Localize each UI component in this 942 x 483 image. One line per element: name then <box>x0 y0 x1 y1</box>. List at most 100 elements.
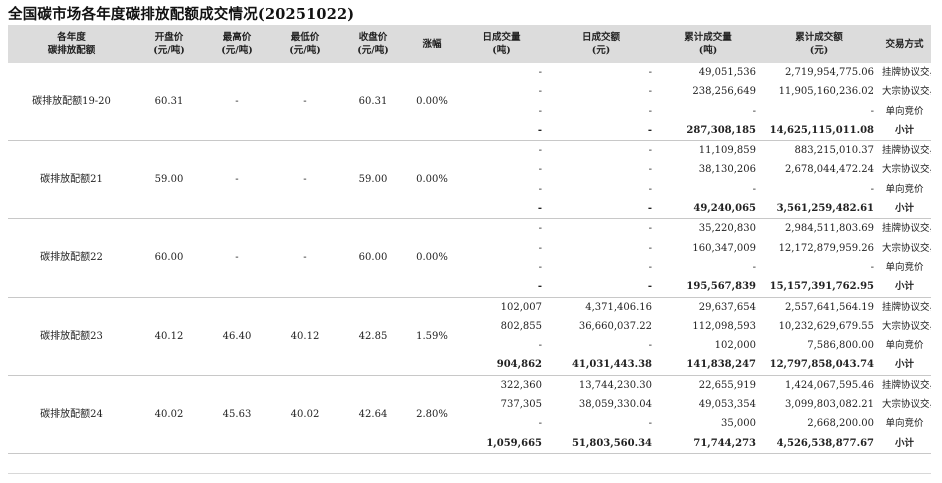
col-header-cumulative-volume: 累计成交量 (吨) <box>656 25 760 63</box>
low-price-cell: - <box>271 63 339 142</box>
trade-method-cell: 单向竞价 <box>885 418 924 430</box>
trade-method-cell: 单向竞价 <box>885 261 924 273</box>
cumulative-volume-cell: 238,256,649 <box>692 86 756 98</box>
cumulative-volume-cell: 35,220,830 <box>698 223 756 235</box>
subtotal-row: - -195,567,839 15,157,391,762.95 小计 <box>8 277 931 298</box>
daily-volume-cell: - <box>538 183 542 195</box>
daily-volume-cell: - <box>538 86 542 98</box>
trade-method-cell: 小计 <box>878 433 931 454</box>
header-line: 最低价 <box>290 32 320 43</box>
header-line: (元/吨) <box>153 45 185 56</box>
header-line: (吨) <box>492 45 511 56</box>
daily-amount-cell: 51,803,560.34 <box>546 433 656 454</box>
daily-amount-cell: - <box>648 418 652 430</box>
col-header-low-price: 最低价 (元/吨) <box>271 25 339 63</box>
cumulative-amount-cell: 12,797,858,043.74 <box>760 355 878 376</box>
close-price-cell: 42.64 <box>339 375 407 454</box>
allowance-name-cell: 碳排放配额21 <box>8 140 135 220</box>
cumulative-amount-cell: 14,625,115,011.08 <box>760 120 878 142</box>
allowance-group: 碳排放配额22 60.00- -60.00 0.00% - -35,220,830 2,98… <box>8 218 931 298</box>
cumulative-amount-cell: 12,172,879,959.26 <box>778 242 874 254</box>
header-line: 开盘价 <box>154 32 184 43</box>
header-line: 各年度 <box>57 32 86 43</box>
change-cell: 1.59% <box>407 297 457 376</box>
open-price-cell: 60.31 <box>135 63 203 142</box>
cumulative-amount-cell: 3,561,259,482.61 <box>760 199 878 220</box>
close-price-cell: 42.85 <box>339 297 407 376</box>
cumulative-amount-cell: 10,232,629,679.55 <box>778 320 874 332</box>
change-cell: 2.80% <box>407 375 457 454</box>
table-row: - - - - 单向竞价 <box>8 102 931 121</box>
col-header-close-price: 收盘价 (元/吨) <box>339 25 407 63</box>
allowance-group: 碳排放配额23 40.12 46.40 40.12 42.85 1.59% 102,007 4… <box>8 297 931 376</box>
header-line: 碳排放配额 <box>47 45 96 56</box>
cumulative-amount-cell: 3,099,803,082.21 <box>784 399 874 411</box>
subtotal-row: 904,862 41,031,443.38 141,838,247 12,797,85… <box>8 355 931 376</box>
cumulative-amount-cell: 7,586,800.00 <box>807 340 874 352</box>
daily-volume-cell: - <box>457 199 546 220</box>
trade-method-cell: 挂牌协议交易 <box>882 67 931 78</box>
daily-volume-cell: - <box>538 418 542 430</box>
header-line: 涨幅 <box>422 38 442 50</box>
cumulative-volume-cell: 195,567,839 <box>656 277 760 298</box>
table-row: 碳排放配额21 59.00- -59.00 0.00% - -11,109,859 883,… <box>8 140 931 220</box>
trade-method-cell: 大宗协议交易 <box>882 399 931 411</box>
table-row: - - - - 单向竞价 <box>8 258 931 277</box>
cumulative-volume-cell: 49,053,354 <box>698 399 756 411</box>
table-row: 碳排放配额23 40.12 46.40 40.12 42.85 1.59% 102,007 4… <box>8 297 931 376</box>
cumulative-volume-cell: 112,098,593 <box>692 320 756 332</box>
allowance-name-cell: 碳排放配额23 <box>8 297 135 376</box>
cumulative-volume-cell: 35,000 <box>721 418 756 430</box>
allowance-name-cell: 碳排放配额24 <box>8 375 135 454</box>
cumulative-amount-cell: 883,215,010.37 <box>794 145 874 157</box>
table-row: - - 238,256,649 11,905,160,236.02 大宗协议交易 <box>8 82 931 101</box>
daily-amount-cell: - <box>648 340 652 352</box>
daily-amount-cell: - <box>546 120 656 142</box>
col-header-change: 涨幅 <box>407 25 457 63</box>
trade-method-cell: 单向竞价 <box>885 340 924 352</box>
table-row: 802,855 36,660,037.22 112,098,593 10,232,62… <box>8 317 931 336</box>
table-row: 碳排放配额24 40.02 45.63 40.02 42.64 2.80% 322,360 1… <box>8 375 931 454</box>
high-price-cell: - <box>203 63 271 142</box>
daily-volume-cell: - <box>538 67 542 78</box>
daily-volume-cell: - <box>538 164 542 176</box>
daily-volume-cell: 802,855 <box>500 320 542 332</box>
header-line: (元) <box>591 45 611 56</box>
high-price-cell: 45.63 <box>203 375 271 454</box>
cumulative-amount-cell: - <box>870 261 874 273</box>
high-price-cell: - <box>203 218 271 298</box>
trade-method-cell: 大宗协议交易 <box>882 86 931 98</box>
table-row: 碳排放配额19-20 60.31- -60.31 0.00% - -49,051,536 2… <box>8 63 931 142</box>
daily-volume-cell: - <box>457 277 546 298</box>
trade-method-cell: 挂牌协议交易 <box>882 379 931 391</box>
page-title: 全国碳市场各年度碳排放配额成交情况(20251022) <box>8 6 355 23</box>
daily-volume-cell: - <box>538 145 542 157</box>
trade-method-cell: 单向竞价 <box>885 105 924 117</box>
cumulative-amount-cell: - <box>870 183 874 195</box>
cumulative-volume-cell: 287,308,185 <box>656 120 760 142</box>
daily-volume-cell: 737,305 <box>500 399 542 411</box>
cumulative-amount-cell: 11,905,160,236.02 <box>778 86 874 98</box>
col-header-allowance-year: 各年度 碳排放配额 <box>8 25 135 63</box>
header-line: 日成交额 <box>581 32 620 43</box>
cumulative-volume-cell: 29,637,654 <box>698 301 756 313</box>
change-cell: 0.00% <box>407 63 457 142</box>
daily-amount-cell: - <box>648 261 652 273</box>
allowance-group: 碳排放配额24 40.02 45.63 40.02 42.64 2.80% 322,360 1… <box>8 375 931 454</box>
close-price-cell: 60.31 <box>339 63 407 142</box>
allowance-group: 碳排放配额21 59.00- -59.00 0.00% - -11,109,859 883,… <box>8 140 931 220</box>
close-price-cell: 59.00 <box>339 140 407 220</box>
cumulative-volume-cell: 22,655,919 <box>698 379 756 391</box>
trade-method-cell: 大宗协议交易 <box>882 242 931 254</box>
daily-amount-cell: - <box>648 105 652 117</box>
low-price-cell: - <box>271 140 339 220</box>
col-header-daily-volume: 日成交量 (吨) <box>457 25 546 63</box>
header-line: 日成交量 <box>482 32 521 43</box>
daily-amount-cell: - <box>648 145 652 157</box>
cumulative-volume-cell: 141,838,247 <box>656 355 760 376</box>
daily-volume-cell: - <box>457 120 546 142</box>
open-price-cell: 59.00 <box>135 140 203 220</box>
subtotal-row: - -287,308,185 14,625,115,011.08 小计 <box>8 120 931 142</box>
carbon-allowance-table: 各年度 碳排放配额 开盘价 (元/吨) 最高价 (元/吨) 最低价 (元/吨) 收盘价 (元/吨)… <box>8 25 931 454</box>
allowance-group: 碳排放配额19-20 60.31- -60.31 0.00% - -49,051,536 2… <box>8 63 931 142</box>
